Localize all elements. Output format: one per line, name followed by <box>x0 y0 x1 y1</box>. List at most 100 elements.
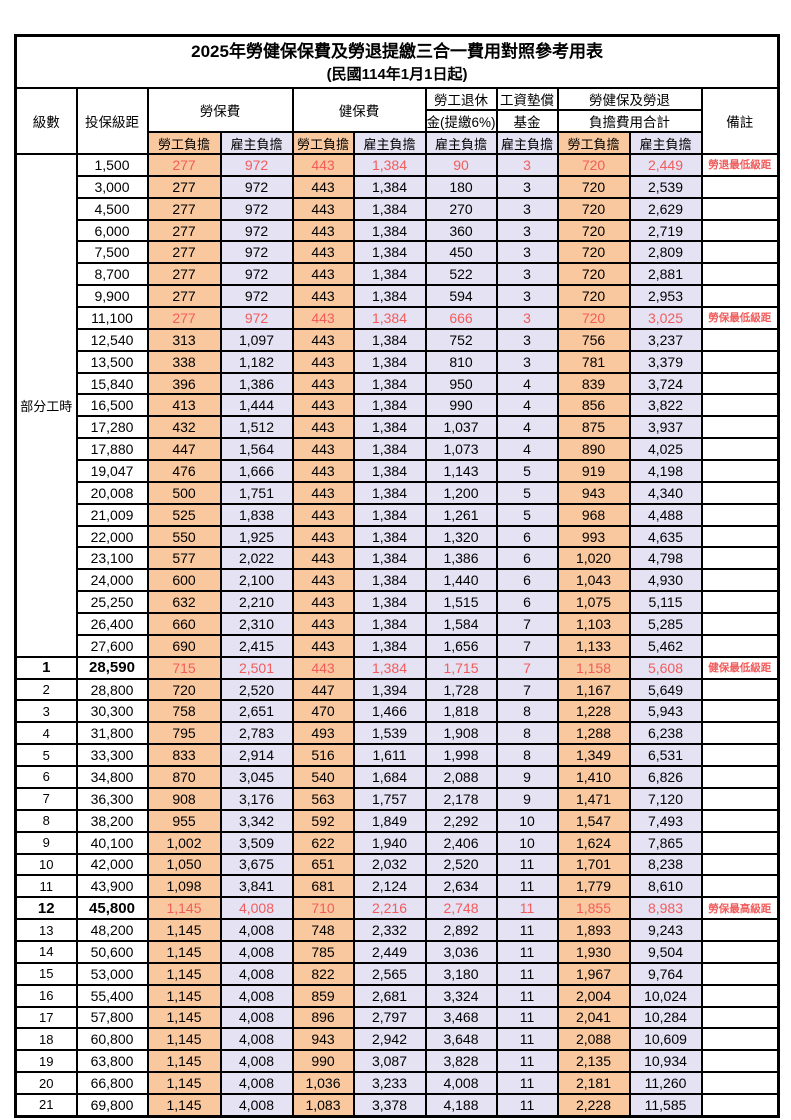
cell-total-employer: 4,798 <box>628 546 703 571</box>
cell-total-employer: 8,610 <box>628 874 703 899</box>
cell-remark <box>700 1027 780 1052</box>
cell-level: 5 <box>14 743 78 768</box>
cell-labor-employer: 972 <box>219 284 294 309</box>
cell-health-employee: 859 <box>291 983 355 1008</box>
cell-labor-employer: 972 <box>219 196 294 221</box>
cell-total-employer: 4,635 <box>628 524 703 549</box>
cell-labor-employer: 972 <box>219 218 294 243</box>
cell-total-employee: 993 <box>556 524 631 549</box>
table-row: 21 69,800 1,145 4,008 1,083 3,378 4,188 11 2,228… <box>14 1092 780 1118</box>
cell-labor-employee: 1,098 <box>146 874 222 899</box>
cell-total-employer: 8,983 <box>628 896 703 921</box>
cell-total-employer: 2,719 <box>628 218 703 243</box>
col-header-fund-line2: 基金 <box>495 109 559 133</box>
cell-pension-employer: 2,634 <box>424 874 498 899</box>
cell-health-employee: 896 <box>291 1005 355 1030</box>
cell-pension-employer: 3,036 <box>424 939 498 964</box>
cell-total-employer: 4,198 <box>628 459 703 483</box>
cell-remark <box>700 590 780 615</box>
cell-health-employer: 1,384 <box>352 240 427 265</box>
cell-bracket: 22,000 <box>75 524 149 549</box>
cell-fund-employer: 3 <box>495 262 559 287</box>
cell-health-employee: 943 <box>291 1027 355 1052</box>
cell-pension-employer: 4,008 <box>424 1071 498 1095</box>
col-header-bracket: 投保級距 <box>75 87 149 155</box>
cell-health-employer: 1,757 <box>352 786 427 811</box>
cell-total-employer: 4,025 <box>628 437 703 462</box>
cell-total-employer: 2,449 <box>628 153 703 177</box>
cell-fund-employer: 3 <box>495 153 559 177</box>
cell-labor-employee: 795 <box>146 721 222 746</box>
cell-labor-employee: 476 <box>146 459 222 483</box>
cell-health-employee: 1,036 <box>291 1071 355 1095</box>
cell-labor-employer: 1,564 <box>219 437 294 462</box>
cell-health-employee: 443 <box>291 393 355 418</box>
cell-bracket: 63,800 <box>75 1049 149 1074</box>
col-header-health-fee: 健保費 <box>291 87 427 133</box>
header-row-2: 金(提繳6%) 基金 負擔費用合計 <box>16 109 779 133</box>
table-row: 6,000 277 972 443 1,384 360 3 720 2,719 <box>16 218 780 243</box>
cell-total-employee: 756 <box>556 327 631 352</box>
cell-fund-employer: 4 <box>495 371 559 396</box>
cell-labor-employer: 1,751 <box>219 480 294 505</box>
cell-level: 11 <box>14 874 78 899</box>
cell-total-employer: 10,284 <box>628 1005 703 1030</box>
cell-remark: 勞保最低級距 <box>700 306 780 330</box>
cell-fund-employer: 11 <box>495 874 559 899</box>
cell-remark <box>700 743 780 768</box>
cell-health-employee: 990 <box>291 1049 355 1074</box>
cell-level: 17 <box>14 1005 78 1030</box>
cell-bracket: 33,300 <box>75 743 149 768</box>
cell-bracket: 69,800 <box>75 1092 149 1118</box>
cell-health-employer: 3,378 <box>352 1092 427 1118</box>
cell-health-employee: 443 <box>291 590 355 615</box>
table-row: 11 43,900 1,098 3,841 681 2,124 2,634 11 1,779 8,… <box>14 874 780 899</box>
cell-pension-employer: 1,320 <box>424 524 498 549</box>
cell-health-employee: 443 <box>291 262 355 287</box>
table-row: 3,000 277 972 443 1,384 180 3 720 2,539 <box>16 174 780 199</box>
table-row: 3 30,300 758 2,651 470 1,466 1,818 8 1,228 5,943 <box>14 699 780 724</box>
cell-remark <box>700 874 780 899</box>
cell-labor-employer: 2,310 <box>219 612 294 636</box>
cell-labor-employer: 1,182 <box>219 349 294 374</box>
cell-total-employer: 9,764 <box>628 961 703 986</box>
cell-labor-employer: 1,666 <box>219 459 294 483</box>
cell-pension-employer: 2,406 <box>424 830 498 855</box>
cell-total-employee: 2,088 <box>556 1027 631 1052</box>
cell-pension-employer: 1,073 <box>424 437 498 462</box>
cell-health-employee: 443 <box>291 218 355 243</box>
col-header-pension-line1: 勞工退休 <box>424 87 498 111</box>
table-row: 23,100 577 2,022 443 1,384 1,386 6 1,020 4,798 <box>16 546 780 571</box>
cell-total-employer: 11,260 <box>628 1071 703 1095</box>
cell-total-employee: 1,133 <box>556 633 631 658</box>
cell-fund-employer: 6 <box>495 590 559 615</box>
cell-fund-employer: 6 <box>495 524 559 549</box>
cell-remark <box>700 437 780 462</box>
cell-fund-employer: 7 <box>495 655 559 680</box>
cell-health-employee: 443 <box>291 612 355 636</box>
cell-total-employee: 1,043 <box>556 568 631 593</box>
table-row: 7 36,300 908 3,176 563 1,757 2,178 9 1,471 7,120 <box>14 786 780 811</box>
table-row: 27,600 690 2,415 443 1,384 1,656 7 1,133 5,462 <box>16 633 780 658</box>
cell-total-employee: 856 <box>556 393 631 418</box>
cell-health-employer: 2,032 <box>352 852 427 877</box>
cell-total-employer: 10,609 <box>628 1027 703 1052</box>
cell-bracket: 11,100 <box>75 306 149 330</box>
cell-health-employee: 443 <box>291 415 355 440</box>
cell-remark <box>700 568 780 593</box>
cell-total-employee: 890 <box>556 437 631 462</box>
cell-labor-employee: 277 <box>146 284 222 309</box>
cell-labor-employee: 432 <box>146 415 222 440</box>
cell-total-employer: 5,943 <box>628 699 703 724</box>
subheader-labor-employee: 勞工負擔 <box>146 131 222 155</box>
cell-total-employer: 3,025 <box>628 306 703 330</box>
col-header-fund-line1: 工資墊償 <box>495 87 559 111</box>
cell-pension-employer: 1,656 <box>424 633 498 658</box>
cell-health-employee: 443 <box>291 655 355 680</box>
cell-bracket: 60,800 <box>75 1027 149 1052</box>
cell-bracket: 40,100 <box>75 830 149 855</box>
fee-comparison-table: 2025年勞健保保費及勞退提繳三合一費用對照參考用表 (民國114年1月1日起)… <box>14 34 781 1118</box>
cell-remark: 健保最低級距 <box>700 655 780 680</box>
cell-labor-employer: 4,008 <box>219 1049 294 1074</box>
subheader-pension-employer: 雇主負擔 <box>424 131 498 155</box>
